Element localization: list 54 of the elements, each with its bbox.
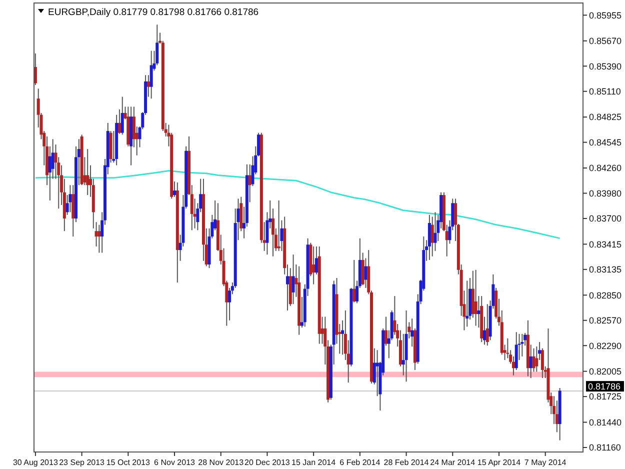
- candlestick: [520, 333, 524, 357]
- candlestick: [535, 346, 538, 372]
- y-tick-label: 0.84260: [589, 163, 622, 174]
- y-tick-label: 0.83415: [589, 239, 622, 250]
- candlestick: [352, 259, 356, 303]
- x-tick-label: 15 Oct 2013: [106, 458, 150, 467]
- x-tick-label: 30 Aug 2013: [12, 458, 58, 467]
- x-tick-label: 15 Jan 2014: [292, 458, 336, 467]
- candlestick: [118, 108, 121, 134]
- candlestick: [150, 50, 153, 100]
- candlestick: [555, 400, 558, 433]
- y-tick-label: 0.82850: [589, 290, 622, 300]
- y-tick-label: 0.81160: [589, 442, 621, 453]
- ref-line-label: 0.81786: [588, 381, 621, 392]
- x-tick-label: 23 Sep 2013: [59, 458, 106, 467]
- y-tick-label: 0.82290: [589, 340, 622, 351]
- y-tick-label: 0.81440: [589, 417, 622, 428]
- y-tick-label: 0.85390: [589, 61, 622, 72]
- x-tick-label: 24 Mar 2014: [430, 458, 476, 467]
- candlestick: [68, 184, 72, 213]
- line-series: [34, 170, 561, 240]
- candlestick: [292, 254, 295, 305]
- y-tick-label: 0.85110: [589, 86, 621, 97]
- candlestick: [286, 264, 289, 311]
- candlestick: [430, 216, 434, 257]
- y-tick-label: 0.82005: [589, 366, 622, 376]
- y-tick-label: 0.81725: [589, 392, 622, 402]
- x-tick-label: 7 May 2014: [524, 458, 567, 467]
- candlestick: [86, 148, 90, 196]
- y-tick-label: 0.84825: [589, 112, 622, 122]
- candlestick: [486, 304, 489, 346]
- y-tick-label: 0.83980: [589, 188, 622, 198]
- y-tick-label: 0.82570: [589, 316, 622, 326]
- candlestick: [146, 74, 150, 98]
- candlestick: [98, 224, 101, 254]
- candlestick: [474, 269, 478, 326]
- candlestick: [428, 214, 431, 260]
- text: EURGBP,Daily 0.81779 0.81798 0.81766 0.81786: [48, 7, 259, 18]
- x-tick-label: 6 Nov 2013: [154, 458, 196, 467]
- candlestick: [173, 181, 176, 198]
- y-tick-label: 0.85955: [589, 10, 622, 20]
- candlestick: [410, 318, 414, 348]
- x-tick-label: 6 Feb 2014: [340, 458, 381, 467]
- candlestick: [466, 280, 469, 328]
- candlestick: [312, 246, 316, 285]
- x-tick-label: 28 Nov 2013: [198, 458, 244, 467]
- y-tick-label: 0.84545: [589, 137, 622, 148]
- y-tick-label: 0.83700: [589, 214, 622, 224]
- y-tick-label: 0.83135: [589, 264, 622, 275]
- x-tick-label: 20 Dec 2013: [244, 458, 290, 467]
- x-tick-label: 28 Feb 2014: [384, 458, 430, 467]
- candlestick: [120, 96, 124, 136]
- x-tick-label: 15 Apr 2014: [477, 458, 522, 467]
- y-tick-label: 0.85670: [589, 36, 622, 46]
